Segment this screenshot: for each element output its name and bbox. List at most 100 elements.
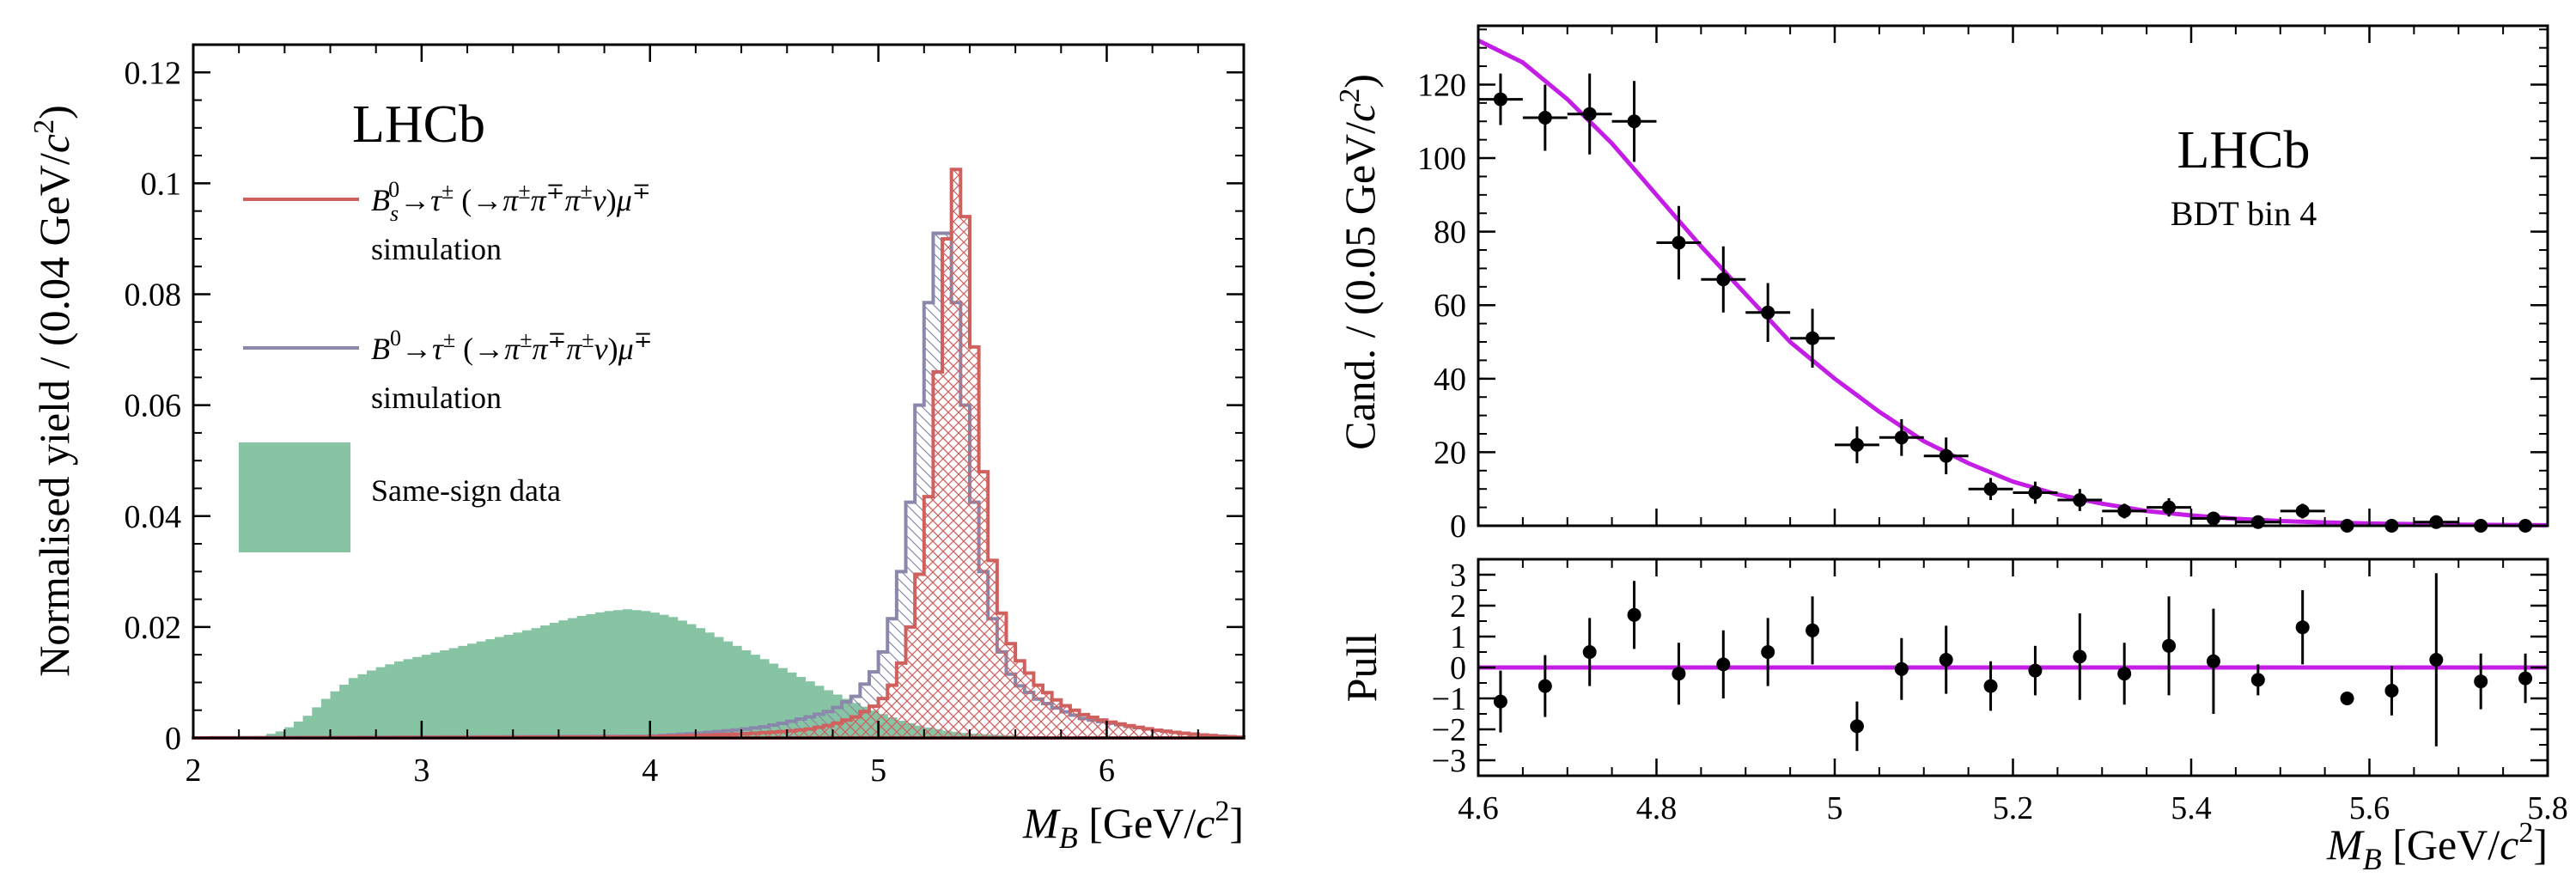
same-sign-bin	[604, 611, 614, 738]
pull-point	[1849, 719, 1864, 734]
legend-bs-sublabel: simulation	[371, 232, 502, 266]
pull-point	[1582, 645, 1597, 659]
left-plot-area	[192, 168, 1245, 740]
data-point	[1716, 272, 1731, 287]
fit-bdt-bin-label: BDT bin 4	[2171, 194, 2317, 233]
same-sign-bin	[275, 731, 285, 738]
same-sign-bin	[787, 672, 797, 738]
left-y-tick-label: 0	[165, 721, 181, 757]
same-sign-bin	[714, 637, 724, 738]
same-sign-bin	[631, 610, 642, 738]
left-ticks: 2 3 4 5 6 0 0.02 0.04 0.06 0.08 0.1 0.12	[125, 44, 1245, 789]
same-sign-bin	[722, 641, 734, 738]
pull-y-tick-label: 1	[1450, 619, 1466, 655]
same-sign-bin	[677, 620, 687, 738]
same-sign-bin	[403, 659, 413, 738]
data-point	[2206, 511, 2220, 526]
pull-point	[2429, 653, 2444, 667]
left-x-tick-label: 4	[642, 753, 658, 789]
pull-point	[1983, 679, 1998, 693]
same-sign-bin	[750, 655, 760, 738]
same-sign-bin	[393, 661, 405, 738]
same-sign-bin	[540, 625, 551, 738]
same-sign-bin	[266, 734, 277, 738]
pull-point	[2474, 674, 2488, 689]
same-sign-bin	[302, 716, 313, 738]
same-sign-bin	[330, 691, 340, 738]
same-sign-bin	[284, 727, 295, 738]
same-sign-bin	[795, 676, 807, 738]
legend-bs-label: Bs0→τ± (→π±π∓π±ν)μ∓	[371, 177, 651, 226]
same-sign-bin	[586, 613, 596, 738]
same-sign-bin	[494, 637, 505, 738]
same-sign-bin	[531, 628, 541, 738]
same-sign-bin	[476, 641, 486, 738]
data-point	[1493, 92, 1507, 107]
pull-x-tick-label: 5.8	[2527, 790, 2568, 826]
fit-plot-area	[1477, 38, 2549, 533]
pull-y-axis-title: Pull	[1337, 633, 1385, 703]
pull-x-axis-title: MB [GeV/c2]	[2326, 817, 2548, 876]
same-sign-bin	[293, 721, 304, 738]
pull-point	[2384, 684, 2399, 698]
data-point	[1627, 114, 1641, 129]
left-lhcb-label: LHCb	[352, 95, 485, 154]
data-point	[1983, 482, 1998, 497]
pull-y-tick-label: 3	[1450, 558, 1466, 594]
same-sign-bin	[668, 617, 679, 738]
fit-y-tick-label: 100	[1417, 141, 1466, 177]
pull-point	[1806, 623, 1820, 637]
same-sign-bin	[649, 613, 660, 738]
fit-y-tick-label: 120	[1417, 67, 1466, 103]
pull-point	[2028, 663, 2043, 678]
pull-point	[1627, 607, 1641, 622]
same-sign-bin	[412, 656, 423, 738]
pull-y-tick-label: −3	[1432, 743, 1466, 779]
left-y-tick-label: 0.04	[125, 499, 182, 535]
left-y-axis-title: Normalised yield / (0.04 GeV/c2)	[28, 105, 78, 676]
same-sign-bin	[695, 628, 706, 738]
data-point	[2028, 485, 2043, 500]
pull-point	[1538, 679, 1552, 693]
same-sign-bin	[622, 609, 633, 738]
same-sign-bin	[440, 649, 450, 738]
fit-axes-frame	[1477, 24, 2549, 527]
pull-point	[1761, 645, 1775, 659]
pull-x-tick-label: 4.6	[1458, 790, 1499, 826]
data-point	[2295, 503, 2310, 518]
pull-point	[1939, 653, 1953, 667]
fit-ticks: 0 20 40 60 80 100 120	[1417, 26, 2549, 545]
fit-lhcb-label: LHCb	[2177, 121, 2311, 180]
pull-y-tick-label: −1	[1432, 681, 1466, 717]
pull-point	[2117, 667, 2132, 681]
data-point	[1849, 437, 1864, 452]
same-sign-bin	[513, 632, 523, 738]
same-sign-bin	[732, 645, 742, 738]
pull-point	[1672, 667, 1686, 681]
same-sign-bin	[594, 612, 606, 738]
pull-point	[1493, 694, 1507, 709]
same-sign-bin	[659, 614, 669, 738]
left-chart: 2 3 4 5 6 0 0.02 0.04 0.06 0.08 0.1 0.12 Normalised…	[28, 43, 1245, 855]
fit-curve	[1477, 38, 2549, 527]
same-sign-bin	[458, 645, 468, 738]
fit-y-tick-label: 80	[1434, 215, 1466, 251]
same-sign-bin	[777, 667, 788, 738]
same-sign-bin	[641, 611, 651, 738]
pull-point	[1716, 657, 1731, 672]
same-sign-bin	[568, 618, 578, 738]
pull-x-tick-label: 5.2	[1993, 790, 2034, 826]
same-sign-bin	[768, 663, 779, 738]
same-sign-bin	[613, 610, 624, 738]
same-sign-bin	[348, 678, 359, 738]
fit-y-tick-label: 20	[1434, 435, 1466, 471]
same-sign-bin	[558, 620, 569, 738]
pull-x-tick-label: 5.4	[2171, 790, 2212, 826]
data-point	[2073, 493, 2087, 508]
left-x-tick-label: 2	[186, 753, 202, 789]
fit-y-tick-label: 60	[1434, 288, 1466, 324]
fit-y-axis-title: Cand. / (0.05 GeV/c2)	[1334, 74, 1384, 450]
data-point	[2162, 500, 2177, 515]
